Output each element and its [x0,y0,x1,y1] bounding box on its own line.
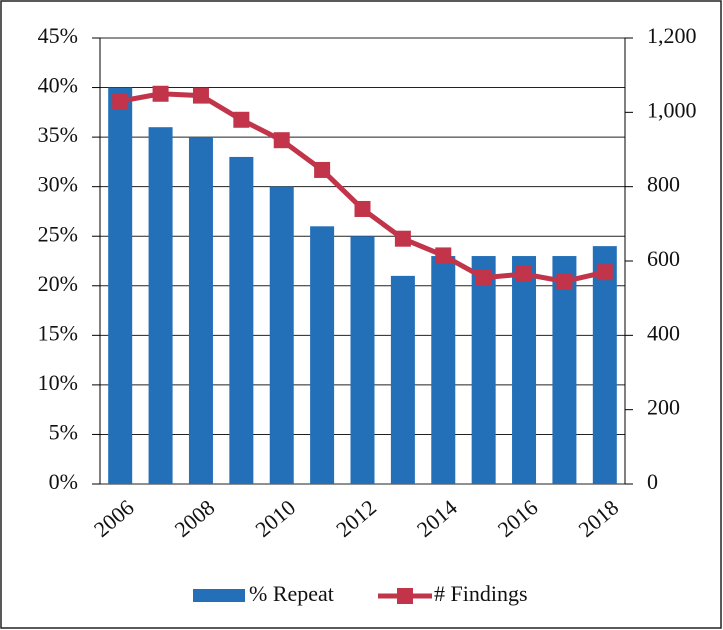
marker [112,93,129,110]
marker [596,264,613,281]
y2-tick-label: 1,200 [647,23,697,48]
bar [552,256,577,484]
y2-tick-label: 200 [647,395,680,420]
legend-label: % Repeat [249,581,334,606]
marker [192,87,209,104]
bar [592,246,617,484]
bar [188,137,213,484]
marker [314,161,331,178]
bar [512,256,537,484]
marker [273,132,290,149]
marker [516,266,533,283]
y-tick-label: 25% [38,221,78,246]
y-tick-label: 0% [49,469,78,494]
bar [310,226,335,485]
bar [148,127,173,484]
y2-tick-label: 800 [647,172,680,197]
y-tick-label: 35% [38,122,78,147]
y2-tick-label: 400 [647,320,680,345]
y-tick-label: 5% [49,419,78,444]
y2-tick-label: 0 [647,469,658,494]
bar [350,236,375,484]
y-tick-label: 45% [38,23,78,48]
y2-tick-label: 1,000 [647,97,697,122]
y-tick-label: 40% [38,73,78,98]
y-tick-label: 20% [38,271,78,296]
bar [471,256,496,484]
legend-swatch [193,589,245,602]
marker [556,273,573,290]
y-tick-label: 15% [38,320,78,345]
marker [354,200,371,217]
bar [269,186,294,484]
y-tick-label: 10% [38,370,78,395]
bar [390,275,415,484]
bar [431,256,456,484]
bar [229,156,254,484]
legend-label: # Findings [434,581,528,606]
y2-tick-label: 600 [647,246,680,271]
marker [394,230,411,247]
marker [233,111,250,128]
marker [475,269,492,286]
y-tick-label: 30% [38,172,78,197]
marker [435,247,452,264]
marker [152,85,169,102]
bar [108,87,133,485]
legend-marker [397,588,413,604]
